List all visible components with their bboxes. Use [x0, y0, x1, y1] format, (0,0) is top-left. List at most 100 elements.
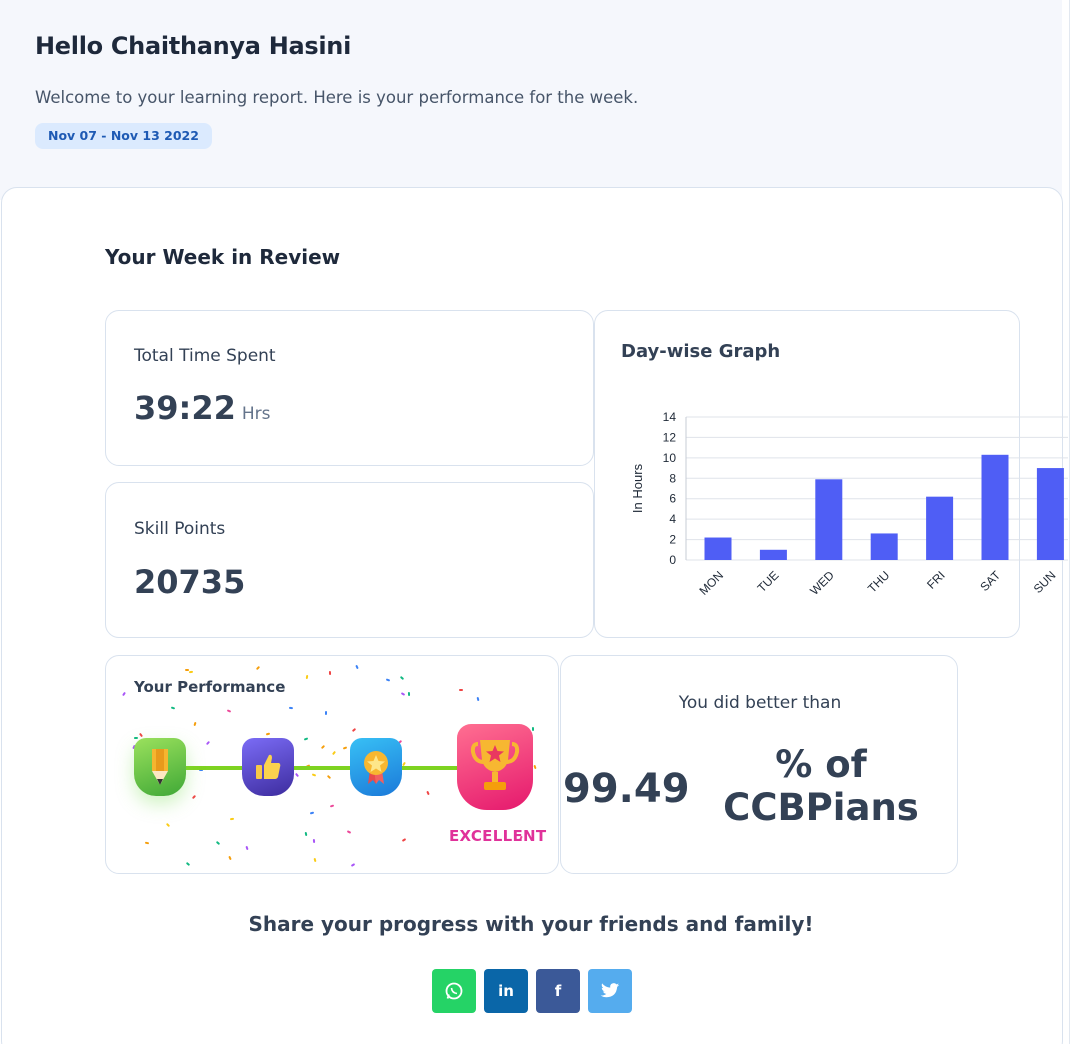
bar-mon	[704, 537, 732, 560]
twitter-share-button[interactable]	[588, 969, 632, 1013]
day-wise-graph-card: Day-wise Graph	[594, 310, 1020, 638]
greeting-title: Hello Chaithanya Hasini	[35, 32, 352, 60]
skill-points-value: 20735	[134, 563, 246, 601]
confetti-piece	[312, 838, 315, 843]
confetti-piece	[185, 861, 191, 867]
share-prompt: Share your progress with your friends an…	[248, 912, 814, 936]
whatsapp-share-button[interactable]	[432, 969, 476, 1013]
y-tick-label: 12	[663, 430, 677, 444]
linkedin-icon: in	[498, 982, 514, 1000]
confetti-piece	[188, 671, 193, 674]
comparison-label: You did better than	[678, 693, 842, 713]
report-header	[0, 0, 1062, 200]
facebook-share-button[interactable]: f	[536, 969, 580, 1013]
total-time-label: Total Time Spent	[134, 346, 276, 366]
linkedin-share-button[interactable]: in	[484, 969, 528, 1013]
confetti-piece	[139, 732, 144, 738]
confetti-piece	[185, 668, 190, 671]
x-tick-label: FRI	[924, 568, 948, 592]
y-tick-label: 2	[669, 533, 676, 547]
total-time-number: 39:22	[134, 389, 236, 427]
confetti-piece	[351, 727, 356, 732]
performance-track	[161, 766, 496, 770]
performance-title: Your Performance	[134, 678, 286, 696]
confetti-piece	[401, 838, 406, 843]
confetti-piece	[191, 794, 197, 799]
confetti-piece	[313, 858, 317, 863]
confetti-piece	[305, 675, 309, 680]
y-tick-label: 10	[663, 451, 677, 465]
confetti-piece	[458, 689, 463, 691]
performance-card: Your Performance EX	[105, 655, 559, 874]
confetti-piece	[215, 841, 221, 846]
page-divider	[1069, 0, 1070, 1044]
bar-sun	[1036, 468, 1064, 560]
confetti-piece	[331, 750, 337, 756]
confetti-piece	[407, 692, 410, 697]
confetti-piece	[400, 675, 405, 680]
confetti-piece	[295, 772, 300, 777]
week-review-title: Your Week in Review	[105, 245, 341, 269]
confetti-piece	[229, 817, 235, 821]
y-tick-label: 4	[669, 512, 676, 526]
thumbs-up-badge-icon	[242, 738, 294, 796]
bar-fri	[926, 496, 954, 560]
confetti-piece	[245, 845, 249, 851]
confetti-piece	[311, 773, 316, 777]
confetti-piece	[326, 774, 331, 780]
confetti-piece	[347, 830, 352, 835]
trophy-badge-icon	[457, 724, 533, 810]
bar-tue	[759, 549, 787, 560]
confetti-piece	[309, 812, 314, 815]
date-range-badge: Nov 07 - Nov 13 2022	[35, 123, 212, 149]
x-tick-label: THU	[865, 568, 892, 595]
confetti-piece	[343, 746, 348, 751]
confetti-piece	[533, 765, 537, 770]
skill-points-label: Skill Points	[134, 519, 226, 539]
comparison-percent: 99.49	[563, 766, 690, 812]
confetti-piece	[133, 736, 138, 739]
day-wise-bar-chart: 0 2 4 6 8 10 12 14 In Hours MON TUE WED THU FRI SAT SUN	[630, 410, 1068, 598]
confetti-piece	[304, 737, 309, 741]
y-tick-label: 6	[669, 492, 676, 506]
confetti-piece	[121, 691, 126, 696]
confetti-piece	[385, 678, 390, 682]
y-tick-label: 0	[669, 553, 676, 567]
confetti-piece	[329, 804, 335, 808]
total-time-card: Total Time Spent 39:22 Hrs	[105, 310, 594, 466]
confetti-piece	[426, 790, 431, 796]
confetti-piece	[350, 863, 356, 867]
confetti-piece	[289, 706, 294, 709]
whatsapp-icon	[445, 982, 463, 1000]
confetti-piece	[165, 822, 171, 827]
x-tick-label: TUE	[755, 568, 782, 595]
twitter-icon	[600, 983, 620, 998]
x-tick-label: MON	[696, 568, 726, 598]
confetti-piece	[193, 722, 197, 727]
bar-sat	[981, 454, 1009, 560]
bar-thu	[870, 533, 898, 560]
confetti-piece	[170, 706, 176, 710]
confetti-piece	[355, 664, 359, 670]
y-axis-label: In Hours	[630, 463, 645, 513]
x-tick-label: SAT	[977, 568, 1003, 594]
x-tick-label: WED	[807, 568, 837, 598]
x-tick-label: SUN	[1031, 568, 1059, 596]
comparison-suffix: % of CCBPians	[723, 743, 919, 829]
y-tick-label: 8	[669, 471, 676, 485]
confetti-piece	[226, 708, 232, 713]
pencil-badge-icon	[134, 738, 186, 796]
y-tick-label: 14	[663, 410, 677, 424]
confetti-piece	[321, 744, 326, 750]
skill-points-card: Skill Points 20735	[105, 482, 594, 638]
welcome-text: Welcome to your learning report. Here is…	[35, 88, 639, 107]
confetti-piece	[325, 711, 328, 716]
confetti-piece	[476, 696, 480, 701]
confetti-piece	[532, 726, 535, 731]
bar-wed	[815, 479, 843, 560]
confetti-piece	[228, 855, 233, 861]
confetti-piece	[265, 732, 270, 736]
confetti-piece	[400, 691, 406, 696]
comparison-card: You did better than 99.49 % of CCBPians	[560, 655, 958, 874]
total-time-value: 39:22 Hrs	[134, 389, 271, 427]
